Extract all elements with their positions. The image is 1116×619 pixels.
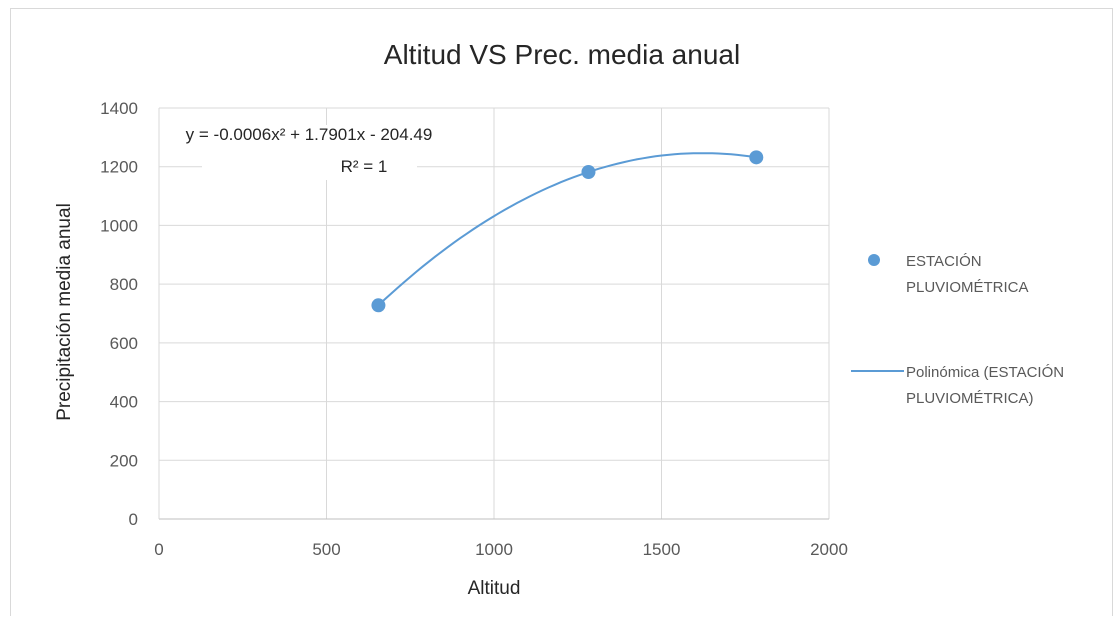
x-axis-label: Altitud xyxy=(468,578,521,599)
legend: ESTACIÓN PLUVIOMÉTRICA Polinómica (ESTAC… xyxy=(851,253,1064,407)
y-tick-label-7: 1400 xyxy=(100,99,138,118)
y-tick-label-3: 600 xyxy=(110,334,138,353)
x-tick-label-1: 500 xyxy=(312,540,340,559)
data-point-1 xyxy=(581,164,596,179)
x-tick-label-0: 0 xyxy=(154,540,163,559)
legend-label-series-line-2: PLUVIOMÉTRICA xyxy=(906,279,1029,296)
trendline-equation: y = -0.0006x² + 1.7901x - 204.49 xyxy=(186,125,433,144)
chart-container xyxy=(10,8,1113,616)
y-axis-label: Precipitación media anual xyxy=(54,203,75,421)
y-tick-label-2: 400 xyxy=(110,393,138,412)
x-tick-label-2: 1000 xyxy=(475,540,513,559)
tick-labels: 0 200 400 600 800 1000 1200 1400 0 500 1000 1500 200… xyxy=(100,99,848,559)
legend-label-trendline-line-1: Polinómica (ESTACIÓN xyxy=(906,364,1064,381)
data-point-0 xyxy=(371,298,386,313)
data-points xyxy=(371,150,764,313)
y-tick-label-5: 1000 xyxy=(100,216,138,235)
data-point-2 xyxy=(749,150,764,165)
x-tick-label-3: 1500 xyxy=(643,540,681,559)
legend-label-trendline-line-2: PLUVIOMÉTRICA) xyxy=(906,390,1034,407)
x-tick-label-4: 2000 xyxy=(810,540,848,559)
axes xyxy=(158,108,829,520)
y-tick-label-1: 200 xyxy=(110,451,138,470)
y-tick-label-6: 1200 xyxy=(100,158,138,177)
legend-label-series-line-1: ESTACIÓN xyxy=(906,253,982,270)
equation-box xyxy=(202,125,417,180)
y-tick-label-0: 0 xyxy=(129,510,138,529)
trendline xyxy=(377,152,757,307)
chart-title: Altitud VS Prec. media anual xyxy=(384,39,740,70)
y-tick-label-4: 800 xyxy=(110,275,138,294)
legend-marker-series xyxy=(868,254,880,266)
trendline-r-squared: R² = 1 xyxy=(341,157,388,176)
